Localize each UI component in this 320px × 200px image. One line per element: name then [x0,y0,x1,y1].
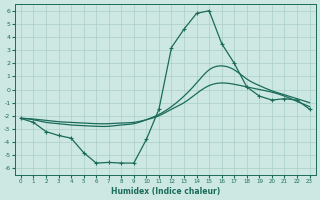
X-axis label: Humidex (Indice chaleur): Humidex (Indice chaleur) [111,187,220,196]
